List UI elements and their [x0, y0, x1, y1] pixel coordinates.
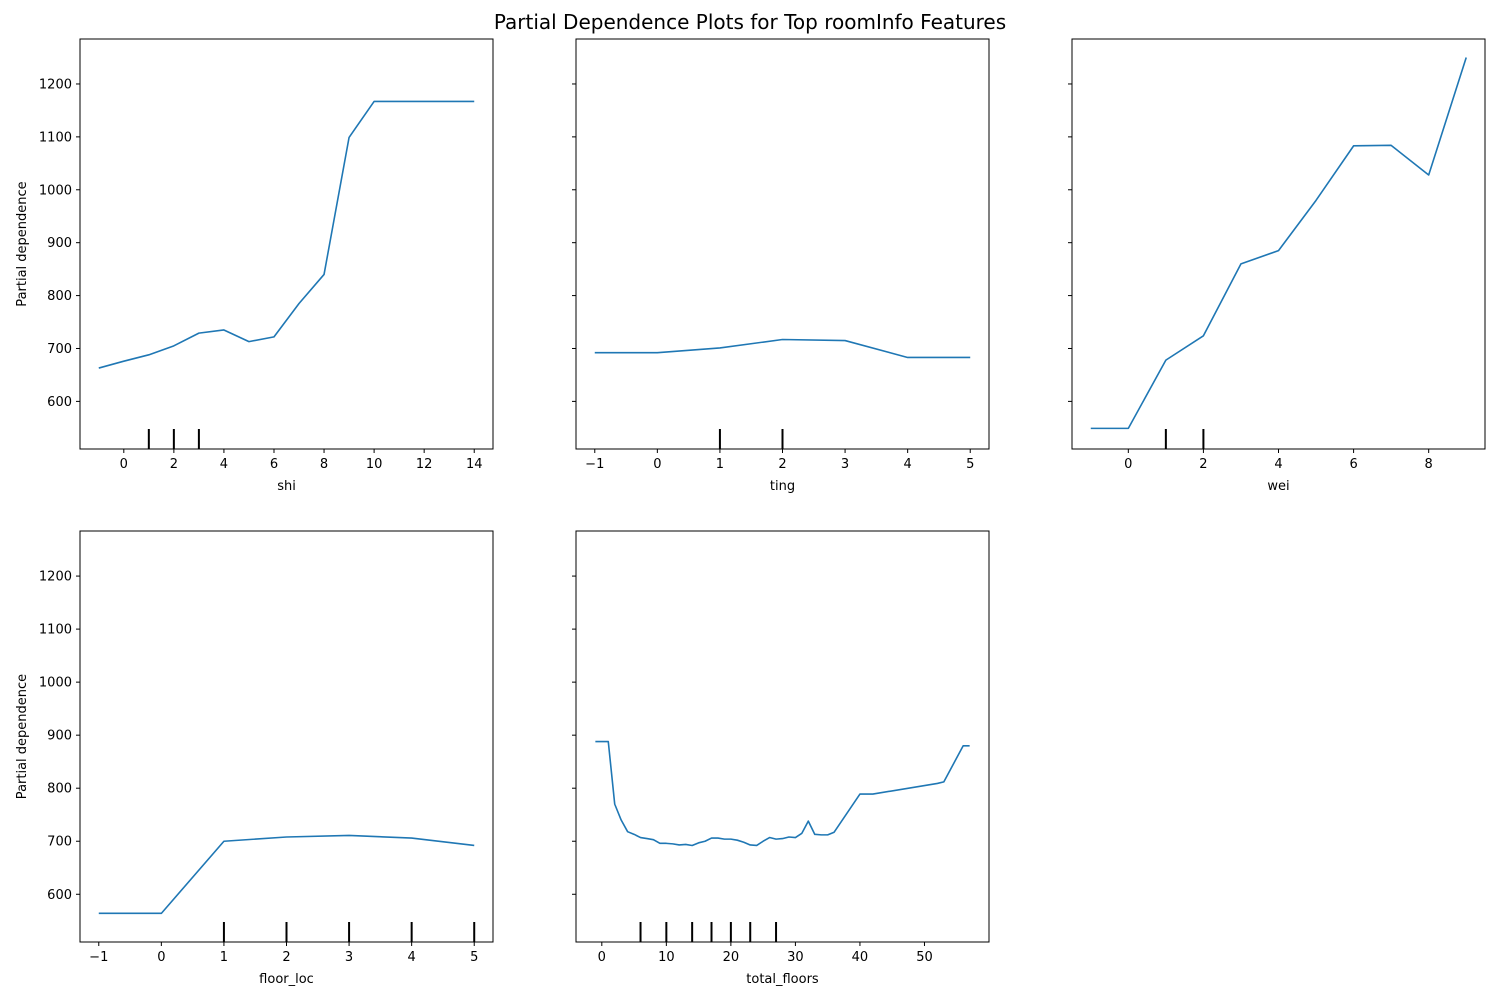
y-tick-label: 1200 [39, 77, 72, 92]
y-tick-label: 600 [47, 888, 72, 903]
x-tick-label: 1 [220, 950, 228, 965]
x-tick-label: 2 [170, 457, 178, 472]
x-tick-label: 12 [416, 457, 433, 472]
series-line [98, 834, 475, 915]
y-axis-label: Partial dependence [15, 181, 30, 306]
x-tick-label: 0 [120, 457, 128, 472]
y-tick-label: 900 [47, 729, 72, 744]
x-tick-label: 6 [270, 457, 278, 472]
axes-frame [79, 530, 494, 943]
axes-frame [1071, 38, 1486, 450]
subplot-5: 0 10 20 30 40 50 total_floors [572, 530, 990, 987]
x-tick-label: 2 [1199, 457, 1207, 472]
x-tick-label: 14 [466, 457, 483, 472]
x-tick-label: 3 [841, 457, 849, 472]
y-tick-label: 1000 [39, 676, 72, 691]
x-tick-label: −1 [585, 457, 604, 472]
x-tick-label: 8 [1425, 457, 1433, 472]
x-tick-label: 5 [470, 950, 478, 965]
series-line [594, 338, 971, 359]
axes-frame [575, 530, 990, 943]
y-tick-label: 1200 [39, 570, 72, 585]
x-tick-label: 20 [723, 950, 740, 965]
y-tick-label: 1100 [39, 623, 72, 638]
x-tick-label: 10 [366, 457, 383, 472]
x-tick-label: 6 [1349, 457, 1357, 472]
subplot-3: 0 2 4 6 8 wei [1068, 38, 1486, 494]
y-tick-label: 800 [47, 289, 72, 304]
x-tick-label: 2 [282, 950, 290, 965]
y-tick-label: 700 [47, 835, 72, 850]
x-tick-label: 2 [778, 457, 786, 472]
axes-frame [575, 38, 990, 450]
x-tick-label: 30 [787, 950, 804, 965]
series-line [1090, 57, 1467, 430]
x-tick-label: 0 [598, 950, 606, 965]
y-tick-label: 1000 [39, 183, 72, 198]
y-tick-label: 800 [47, 782, 72, 797]
x-axis-label: floor_loc [259, 972, 314, 987]
x-tick-label: 4 [408, 950, 416, 965]
figure-title: Partial Dependence Plots for Top roomInf… [493, 10, 1007, 34]
x-axis-label: shi [277, 479, 296, 494]
x-tick-label: 50 [916, 950, 933, 965]
x-tick-label: −1 [89, 950, 108, 965]
x-tick-label: 40 [852, 950, 869, 965]
y-tick-label: 600 [47, 395, 72, 410]
x-tick-label: 4 [220, 457, 228, 472]
subplot-4: −1 0 1 2 3 4 5 600 700 800 900 1000 1100 1200 floor_lo… [15, 530, 494, 987]
x-tick-label: 0 [1124, 457, 1132, 472]
series-line [98, 100, 475, 369]
y-tick-label: 900 [47, 236, 72, 251]
x-axis-label: ting [770, 479, 795, 494]
x-tick-label: 4 [1274, 457, 1282, 472]
y-axis-label: Partial dependence [15, 674, 30, 799]
x-tick-label: 8 [320, 457, 328, 472]
x-tick-label: 4 [904, 457, 912, 472]
x-tick-label: 3 [345, 950, 353, 965]
x-tick-label: 10 [658, 950, 675, 965]
axes-frame [79, 38, 494, 450]
x-axis-label: total_floors [746, 972, 819, 987]
x-axis-label: wei [1267, 479, 1289, 494]
x-tick-label: 1 [716, 457, 724, 472]
x-tick-label: 0 [157, 950, 165, 965]
x-tick-label: 5 [966, 457, 974, 472]
series-line [595, 740, 970, 847]
x-tick-label: 0 [653, 457, 661, 472]
y-tick-label: 700 [47, 342, 72, 357]
subplot-2: −1 0 1 2 3 4 5 ting [572, 38, 990, 494]
y-tick-label: 1100 [39, 130, 72, 145]
subplot-1: 0 2 4 6 8 10 12 14 600 700 800 900 1000 1100 1200 shi Pa… [15, 38, 494, 494]
